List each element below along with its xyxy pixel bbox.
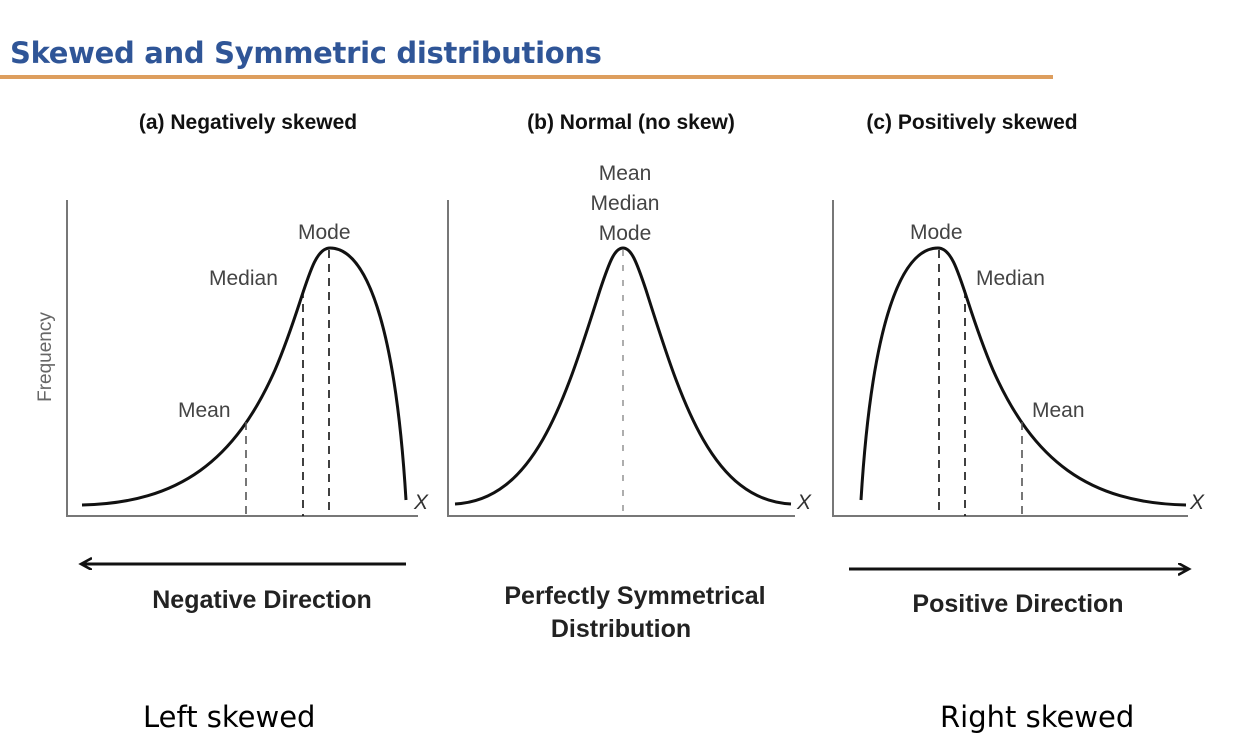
center-label-mean: Mean — [599, 162, 652, 185]
positive-direction-label: Positive Direction — [912, 590, 1123, 618]
median-label: Median — [976, 267, 1045, 290]
mean-label: Mean — [178, 399, 231, 422]
symmetrical-label-line-2: Distribution — [551, 615, 691, 643]
distribution-figure: (a) Negatively skewed Frequency Mean Med… — [35, 111, 1205, 643]
negative-skew-curve — [81, 246, 408, 507]
center-label-median: Median — [591, 192, 660, 215]
mode-label: Mode — [298, 221, 351, 244]
mode-label: Mode — [910, 221, 963, 244]
panel-positively-skewed: (c) Positively skewed Mode Median Mean X — [832, 111, 1205, 517]
panel-a-axes — [66, 200, 418, 517]
mean-label: Mean — [1032, 399, 1085, 422]
symmetrical-label-line-1: Perfectly Symmetrical — [504, 582, 765, 610]
normal-curve — [454, 246, 792, 506]
positive-skew-curve — [859, 246, 1187, 507]
y-axis-label: Frequency — [35, 312, 56, 402]
panel-negatively-skewed: (a) Negatively skewed Frequency Mean Med… — [35, 111, 429, 517]
median-label: Median — [209, 267, 278, 290]
panel-a-x-label: X — [413, 491, 429, 514]
page-title: Skewed and Symmetric distributions — [10, 36, 602, 70]
caption-right-skewed: Right skewed — [940, 700, 1135, 734]
title-underline — [0, 75, 1053, 79]
panel-a-heading: (a) Negatively skewed — [139, 111, 357, 134]
center-label-mode: Mode — [599, 222, 652, 245]
caption-left-skewed: Left skewed — [143, 700, 316, 734]
panel-b-heading: (b) Normal (no skew) — [527, 111, 735, 134]
panel-b-axes — [447, 200, 795, 517]
panel-normal: (b) Normal (no skew) Mean Median Mode X — [447, 111, 812, 517]
panel-b-x-label: X — [796, 491, 812, 514]
panel-c-x-label: X — [1189, 491, 1205, 514]
panel-c-heading: (c) Positively skewed — [866, 111, 1077, 134]
panel-c-axes — [832, 200, 1188, 517]
negative-direction-label: Negative Direction — [152, 586, 372, 614]
